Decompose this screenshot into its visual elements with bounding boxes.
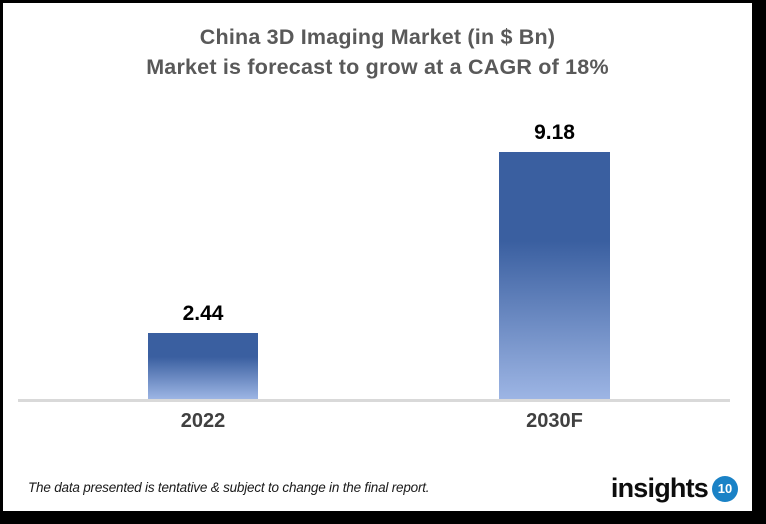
chart-title-line2: Market is forecast to grow at a CAGR of …	[146, 55, 609, 79]
bar-value-label: 9.18	[534, 121, 575, 144]
x-tick-label-2030f: 2030F	[526, 410, 583, 432]
disclaimer-text: The data presented is tentative & subjec…	[28, 480, 430, 495]
bar-value-label: 2.44	[182, 302, 224, 325]
bar-2030f	[499, 152, 610, 399]
chart-title-line1: China 3D Imaging Market (in $ Bn)	[199, 25, 556, 49]
logo-10-badge-icon: 10	[712, 475, 738, 502]
x-axis-line	[18, 399, 730, 402]
bar-2022	[148, 333, 258, 399]
bar-group-2022: 2.44	[148, 303, 258, 399]
insights10-logo: insights 10	[611, 475, 738, 502]
logo-wordmark: insights	[610, 473, 709, 503]
bar-group-2030f: 9.18	[499, 122, 610, 399]
x-tick-label-2022: 2022	[180, 410, 226, 432]
chart-title: China 3D Imaging Market (in $ Bn) Market…	[3, 22, 752, 82]
